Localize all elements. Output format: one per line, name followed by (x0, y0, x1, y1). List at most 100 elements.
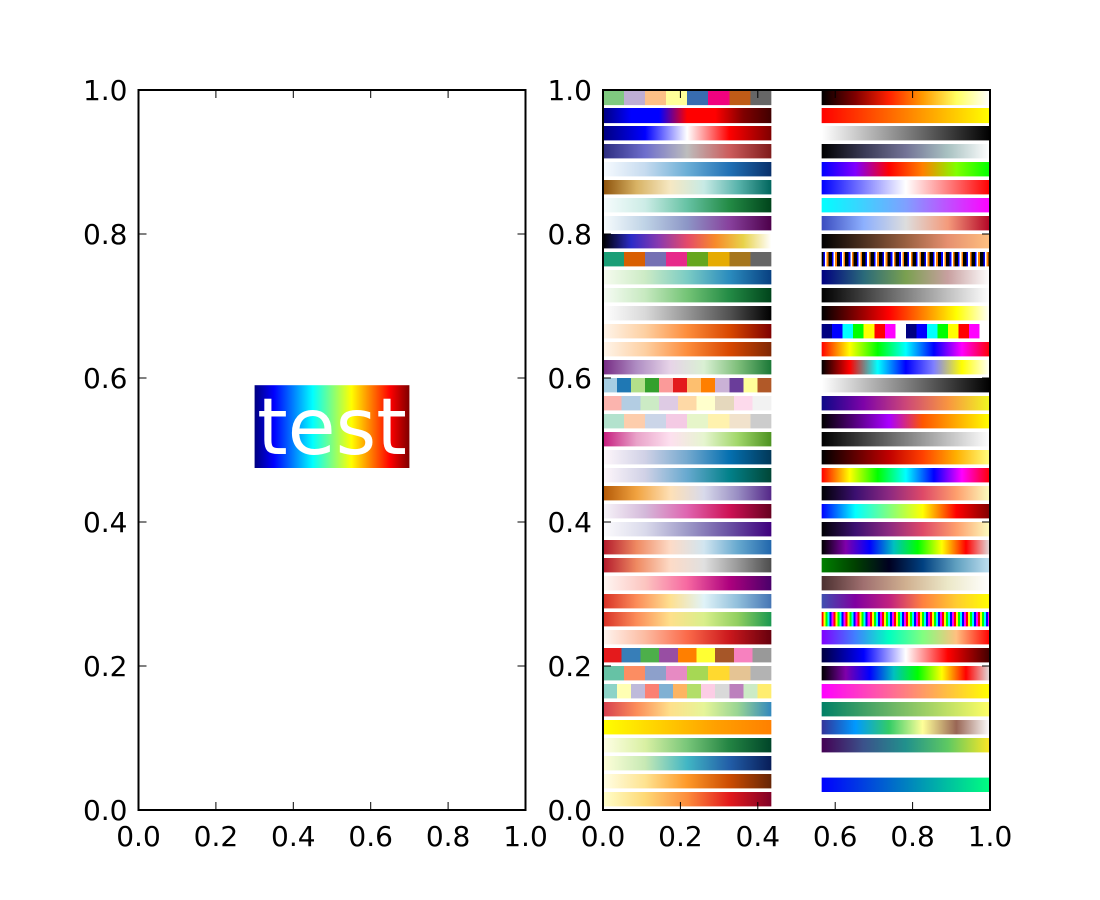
y-tick-label: 1.0 (547, 74, 592, 107)
left-annotation: test (254, 383, 410, 473)
colormap-bar (603, 612, 772, 627)
colormap-bar (603, 738, 772, 753)
colormap-bar (603, 540, 772, 555)
y-tick-label: 0.8 (547, 218, 592, 251)
x-tick-label: 0.6 (813, 820, 858, 853)
colormap-bar (821, 108, 990, 124)
colormap-bar (603, 216, 772, 231)
colormap-bar (821, 180, 990, 195)
x-tick-label: 0.4 (271, 820, 316, 853)
y-tick-label: 0.8 (83, 218, 128, 251)
colormap-bar (603, 468, 772, 483)
colormap-bar (821, 504, 990, 519)
colormap-bar (603, 360, 772, 375)
x-tick-label: 0.2 (658, 820, 703, 853)
colormap-bar (603, 288, 772, 303)
right-ticks: 0.0 0.2 0.4 0.6 0.8 1.0 0.0 0.2 0.4 0.6 0.8 1.0 (547, 74, 1012, 853)
colormap-bar (821, 702, 990, 717)
left-axes-frame (137, 89, 527, 811)
y-tick-label: 1.0 (83, 74, 128, 107)
colormap-bar (821, 612, 990, 627)
colormap-bar (603, 720, 772, 735)
y-tick-label: 0.0 (83, 794, 128, 827)
colormap-bar (821, 720, 990, 735)
right-axes: 0.0 0.2 0.4 0.6 0.8 1.0 0.0 0.2 0.4 0.6 0.8 1.0 (547, 74, 1012, 853)
y-tick-label: 0.6 (83, 362, 128, 395)
colormap-bar (603, 252, 772, 267)
colormap-bar (821, 666, 990, 681)
colormap-bar (603, 378, 772, 393)
colormap-bar (603, 522, 772, 537)
colormap-bar (821, 684, 990, 699)
colormap-bar (603, 234, 772, 249)
annotation-text: test (257, 383, 407, 473)
colormap-bar (603, 396, 772, 411)
colormap-bar (603, 558, 772, 573)
y-tick-label: 0.0 (547, 794, 592, 827)
colormap-bar (821, 198, 990, 213)
y-tick-label: 0.2 (83, 650, 128, 683)
x-tick-label: 0.8 (426, 820, 471, 853)
colormap-bar (603, 702, 772, 717)
text-background-gradient (254, 385, 410, 468)
colormap-bar (821, 306, 990, 321)
colormap-bar (603, 648, 772, 663)
colormap-bar (603, 90, 772, 106)
colormap-bar (603, 576, 772, 591)
colormap-bar (603, 774, 772, 789)
colormap-bar (603, 144, 772, 159)
colormap-bar (821, 648, 990, 663)
colormap-bar (821, 777, 990, 792)
colormap-bar (603, 324, 772, 339)
colormap-bar (821, 90, 990, 106)
colormap-bar (821, 324, 990, 339)
x-tick-label: 0.8 (890, 820, 935, 853)
colormap-bar (603, 792, 772, 807)
colormap-bar (821, 540, 990, 555)
colormap-bar (821, 576, 990, 591)
colormap-bar (821, 288, 990, 303)
colormap-bar (603, 270, 772, 285)
colormap-bar (603, 486, 772, 501)
x-tick-label: 0.6 (348, 820, 393, 853)
colormap-bars (603, 90, 990, 807)
colormap-bar (821, 396, 990, 411)
x-tick-label: 0.0 (116, 820, 161, 853)
colormap-bar (603, 756, 772, 771)
colormap-bar (603, 432, 772, 447)
colormap-bar (603, 306, 772, 321)
colormap-bar (821, 486, 990, 501)
left-axes: test 0.0 0.2 0.4 0.6 0.8 1.0 0.0 0.2 0.4 0.6 0.8 1.… (83, 74, 548, 853)
colormap-bar (603, 684, 772, 699)
x-tick-label: 1.0 (968, 820, 1013, 853)
x-tick-label: 0.2 (194, 820, 239, 853)
colormap-bar (603, 630, 772, 645)
colormap-bar (603, 504, 772, 519)
colormap-bar (821, 234, 990, 249)
colormap-bar (603, 414, 772, 429)
y-tick-label: 0.2 (547, 650, 592, 683)
left-ticks: 0.0 0.2 0.4 0.6 0.8 1.0 0.0 0.2 0.4 0.6 0.8 1.0 (83, 74, 548, 853)
colormap-bar (603, 594, 772, 609)
colormap-bar (821, 378, 990, 393)
colormap-bar (603, 342, 772, 357)
x-tick-label: 0.0 (581, 820, 626, 853)
colormap-bar (821, 468, 990, 483)
colormap-bar (603, 180, 772, 195)
colormap-bar (821, 342, 990, 357)
colormap-bar (821, 630, 990, 645)
colormap-bar (821, 414, 990, 429)
colormap-bar (603, 450, 772, 465)
y-tick-label: 0.4 (547, 506, 592, 539)
y-tick-label: 0.4 (83, 506, 128, 539)
right-axes-frame (602, 89, 991, 811)
x-tick-label: 0.4 (736, 820, 781, 853)
colormap-bar (821, 360, 990, 375)
colormap-bar (603, 108, 772, 124)
colormap-bar (821, 252, 990, 267)
colormap-bar (821, 450, 990, 465)
colormap-bar (603, 126, 772, 141)
colormap-bar (821, 126, 990, 141)
colormap-bar (821, 216, 990, 231)
